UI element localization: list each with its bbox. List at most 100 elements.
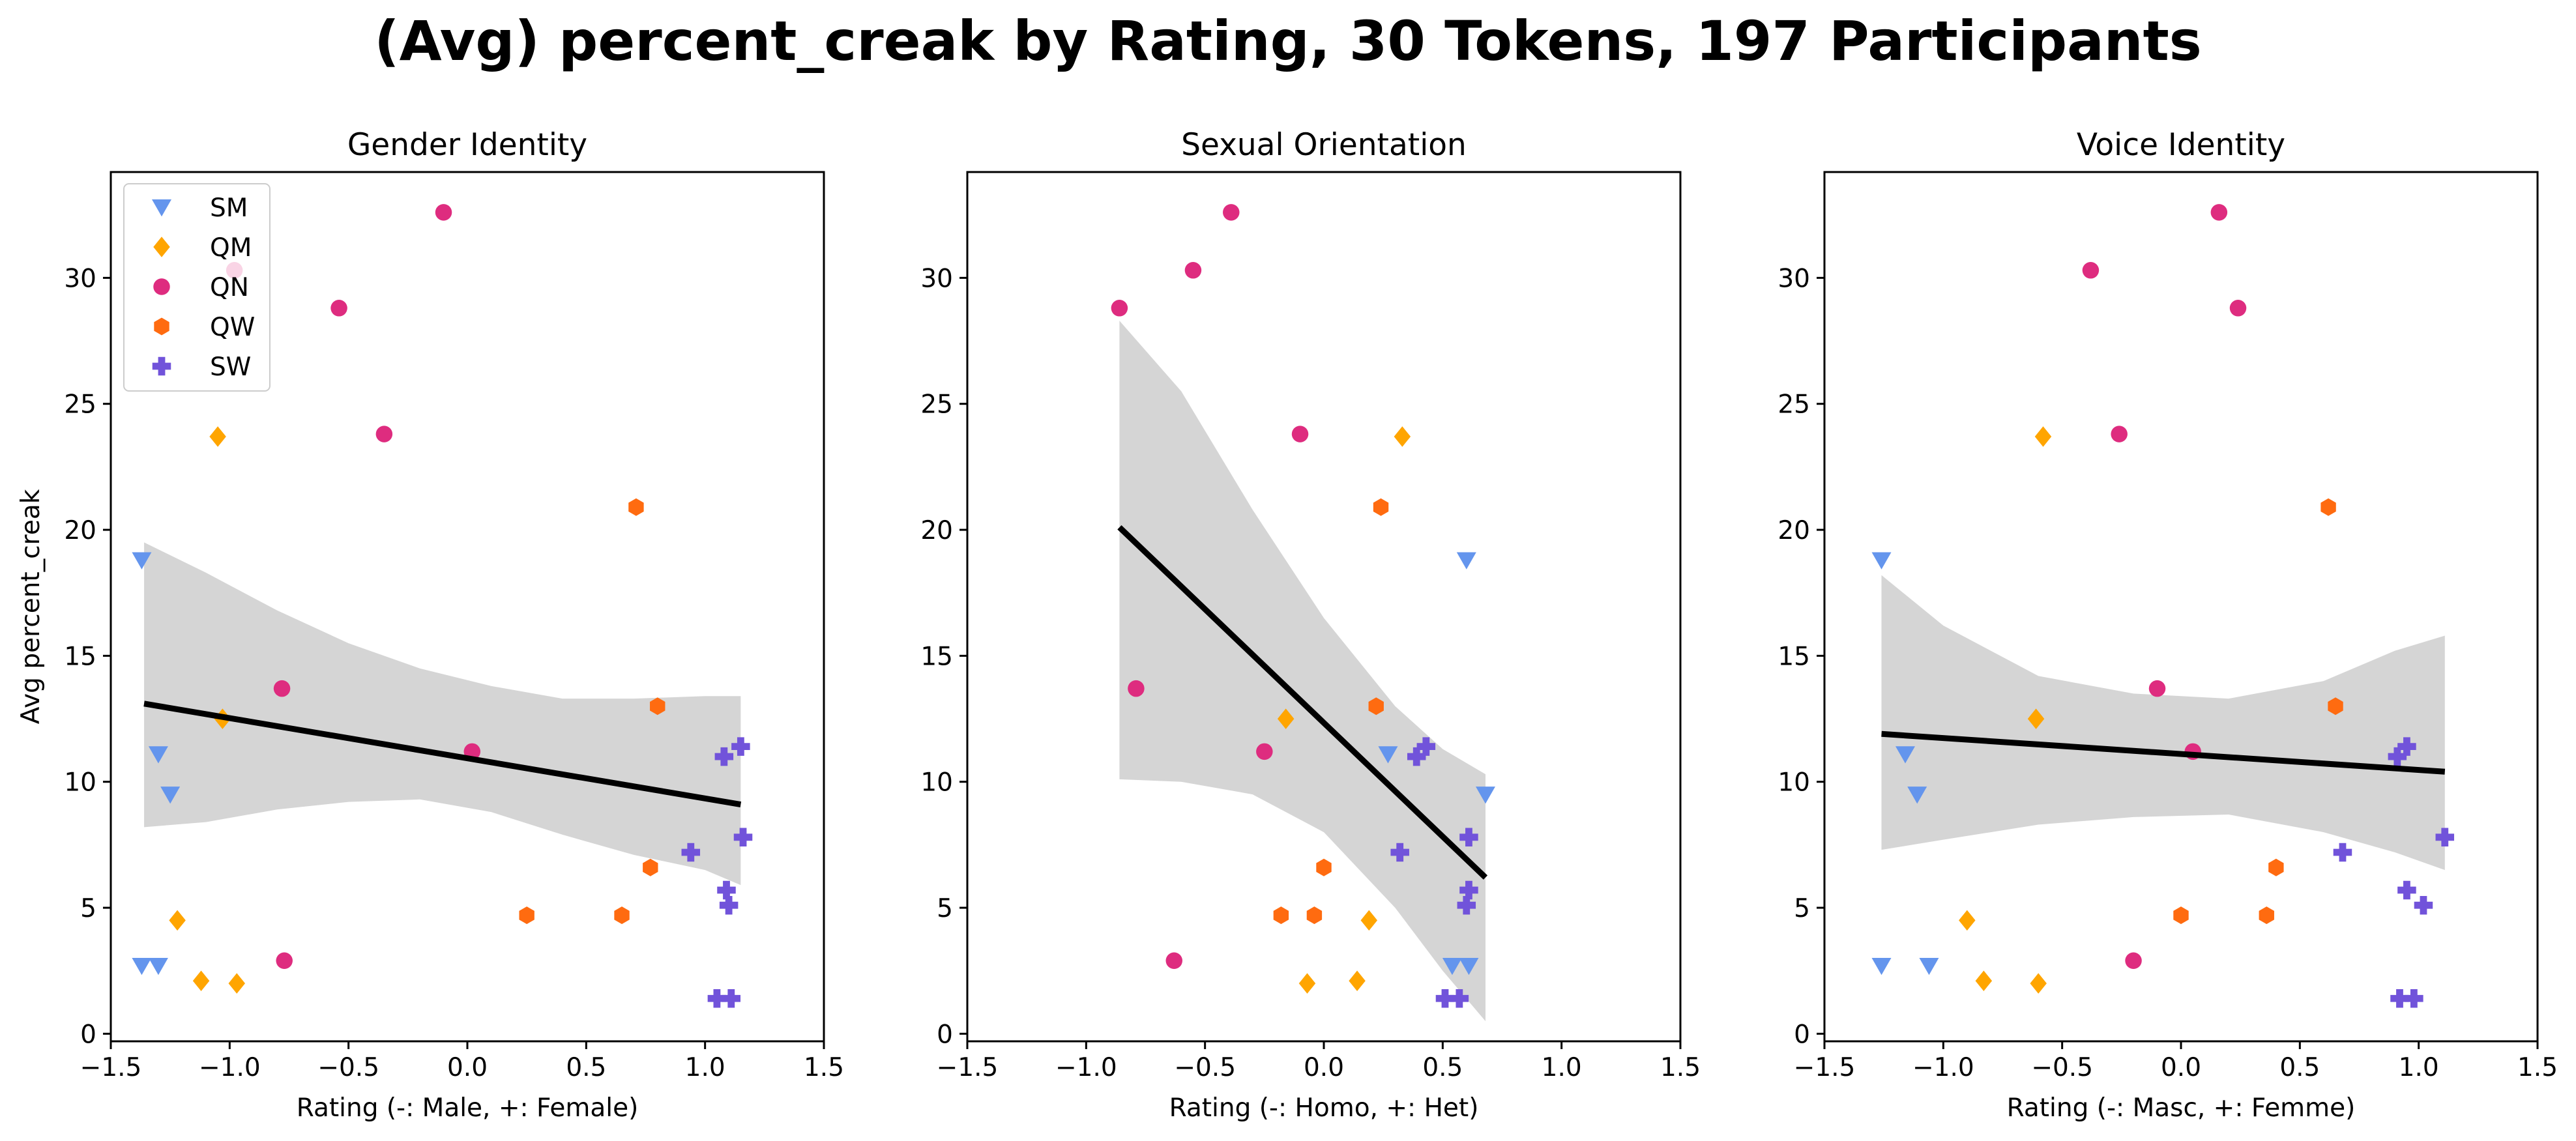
- data-point: [1128, 680, 1145, 697]
- data-point: [1919, 958, 1939, 975]
- data-point: [192, 970, 210, 991]
- y-tick-label: 20: [64, 516, 96, 545]
- x-tick-label: 1.0: [1542, 1053, 1582, 1082]
- x-tick-label: −0.5: [2031, 1053, 2093, 1082]
- data-point: [1298, 973, 1316, 994]
- panel-title: Sexual Orientation: [1181, 127, 1467, 163]
- panel-2: −1.5 −1.0 −0.5 0.0 0.5 1.0 1.5 0 5 10 15 20 25 30 Sexu…: [920, 127, 1701, 1123]
- x-axis-label: Rating (-: Masc, +: Femme): [2007, 1093, 2356, 1123]
- series-qn: [1111, 204, 1309, 970]
- legend-label-qn: QN: [210, 273, 249, 302]
- data-point: [148, 746, 168, 764]
- data-point: [717, 880, 736, 900]
- data-point: [169, 910, 186, 931]
- data-point: [1959, 910, 1976, 931]
- data-point: [1165, 952, 1183, 970]
- series-sm: [1378, 552, 1495, 975]
- axes-frame: [966, 171, 1682, 1043]
- y-tick-label: 5: [80, 894, 96, 923]
- data-point: [1435, 989, 1455, 1008]
- x-tick-label: 0.0: [1304, 1053, 1344, 1082]
- data-point: [1459, 958, 1479, 975]
- data-point: [1975, 970, 1993, 991]
- y-tick-label: 5: [1794, 894, 1810, 923]
- x-tick-label: 0.0: [447, 1053, 488, 1082]
- data-point: [132, 552, 152, 570]
- data-point: [614, 906, 630, 925]
- data-point: [2333, 843, 2352, 862]
- y-tick-label: 20: [920, 516, 953, 545]
- data-point: [2125, 952, 2142, 970]
- y-tick-label: 30: [64, 264, 96, 293]
- x-tick-label: 1.5: [1660, 1053, 1701, 1082]
- series-qm: [1277, 426, 1411, 994]
- legend-label-qm: QM: [210, 233, 252, 263]
- data-point: [2397, 880, 2416, 900]
- data-point: [1407, 747, 1426, 766]
- data-point: [435, 204, 452, 221]
- y-tick-label: 5: [937, 894, 953, 923]
- series-qm: [1959, 426, 2052, 994]
- series-qw: [519, 498, 666, 925]
- x-tick-label: −0.5: [1174, 1053, 1236, 1082]
- data-point: [276, 952, 293, 970]
- data-point: [209, 426, 226, 447]
- y-tick-label: 10: [1778, 768, 1810, 798]
- legend-marker-sm: [152, 199, 171, 217]
- panel-title: Gender Identity: [347, 127, 587, 163]
- x-tick-label: 1.5: [804, 1053, 844, 1082]
- series-qn: [2082, 204, 2247, 970]
- y-tick-label: 25: [64, 390, 96, 420]
- data-point: [628, 498, 644, 516]
- data-point: [714, 747, 734, 766]
- data-point: [1450, 989, 1469, 1008]
- series-sm: [1871, 552, 1939, 975]
- panel-1: −1.5 −1.0 −0.5 0.0 0.5 1.0 1.5 0 5 10 15 20 25 30 Gend…: [16, 127, 844, 1123]
- data-point: [2414, 895, 2433, 915]
- data-point: [148, 958, 168, 975]
- data-point: [1459, 880, 1478, 900]
- y-tick-label: 20: [1778, 516, 1810, 545]
- data-point: [132, 958, 152, 975]
- data-point: [2328, 697, 2343, 715]
- regression-line: [1881, 730, 2446, 775]
- data-point: [1373, 498, 1389, 516]
- legend-marker-qn: [153, 278, 170, 295]
- series-qm: [169, 426, 246, 994]
- data-point: [2405, 989, 2423, 1008]
- x-tick-label: −1.5: [80, 1053, 142, 1082]
- data-point: [1390, 843, 1409, 862]
- data-point: [375, 426, 393, 442]
- data-point: [1306, 906, 1323, 925]
- data-point: [1475, 787, 1495, 804]
- data-point: [1895, 746, 1915, 764]
- data-point: [2390, 989, 2409, 1008]
- x-tick-label: −1.5: [1794, 1053, 1856, 1082]
- legend-label-sw: SW: [210, 353, 251, 382]
- figure-title: (Avg) percent_creak by Rating, 30 Tokens…: [374, 9, 2202, 73]
- data-point: [1871, 552, 1892, 570]
- data-point: [1256, 743, 1273, 760]
- y-tick-label: 25: [920, 390, 953, 420]
- series-sw: [1390, 737, 1478, 1008]
- data-point: [1291, 426, 1309, 442]
- y-tick-label: 30: [1778, 264, 1810, 293]
- data-point: [1416, 737, 1436, 756]
- data-point: [1349, 970, 1366, 991]
- confidence-band: [1119, 321, 1486, 1022]
- data-point: [650, 697, 666, 715]
- y-tick-label: 10: [64, 768, 96, 798]
- series-sw: [2333, 737, 2455, 1008]
- data-point: [2027, 708, 2045, 729]
- confidence-band: [1881, 575, 2445, 871]
- x-axis-label: Rating (-: Homo, +: Het): [1169, 1093, 1479, 1123]
- data-point: [1277, 708, 1295, 729]
- data-point: [2173, 906, 2189, 925]
- data-point: [2397, 737, 2416, 756]
- series-sw: [681, 737, 753, 1008]
- y-tick-label: 0: [80, 1020, 96, 1049]
- data-point: [2268, 858, 2284, 876]
- data-point: [2388, 747, 2407, 766]
- x-tick-label: −1.0: [199, 1053, 261, 1082]
